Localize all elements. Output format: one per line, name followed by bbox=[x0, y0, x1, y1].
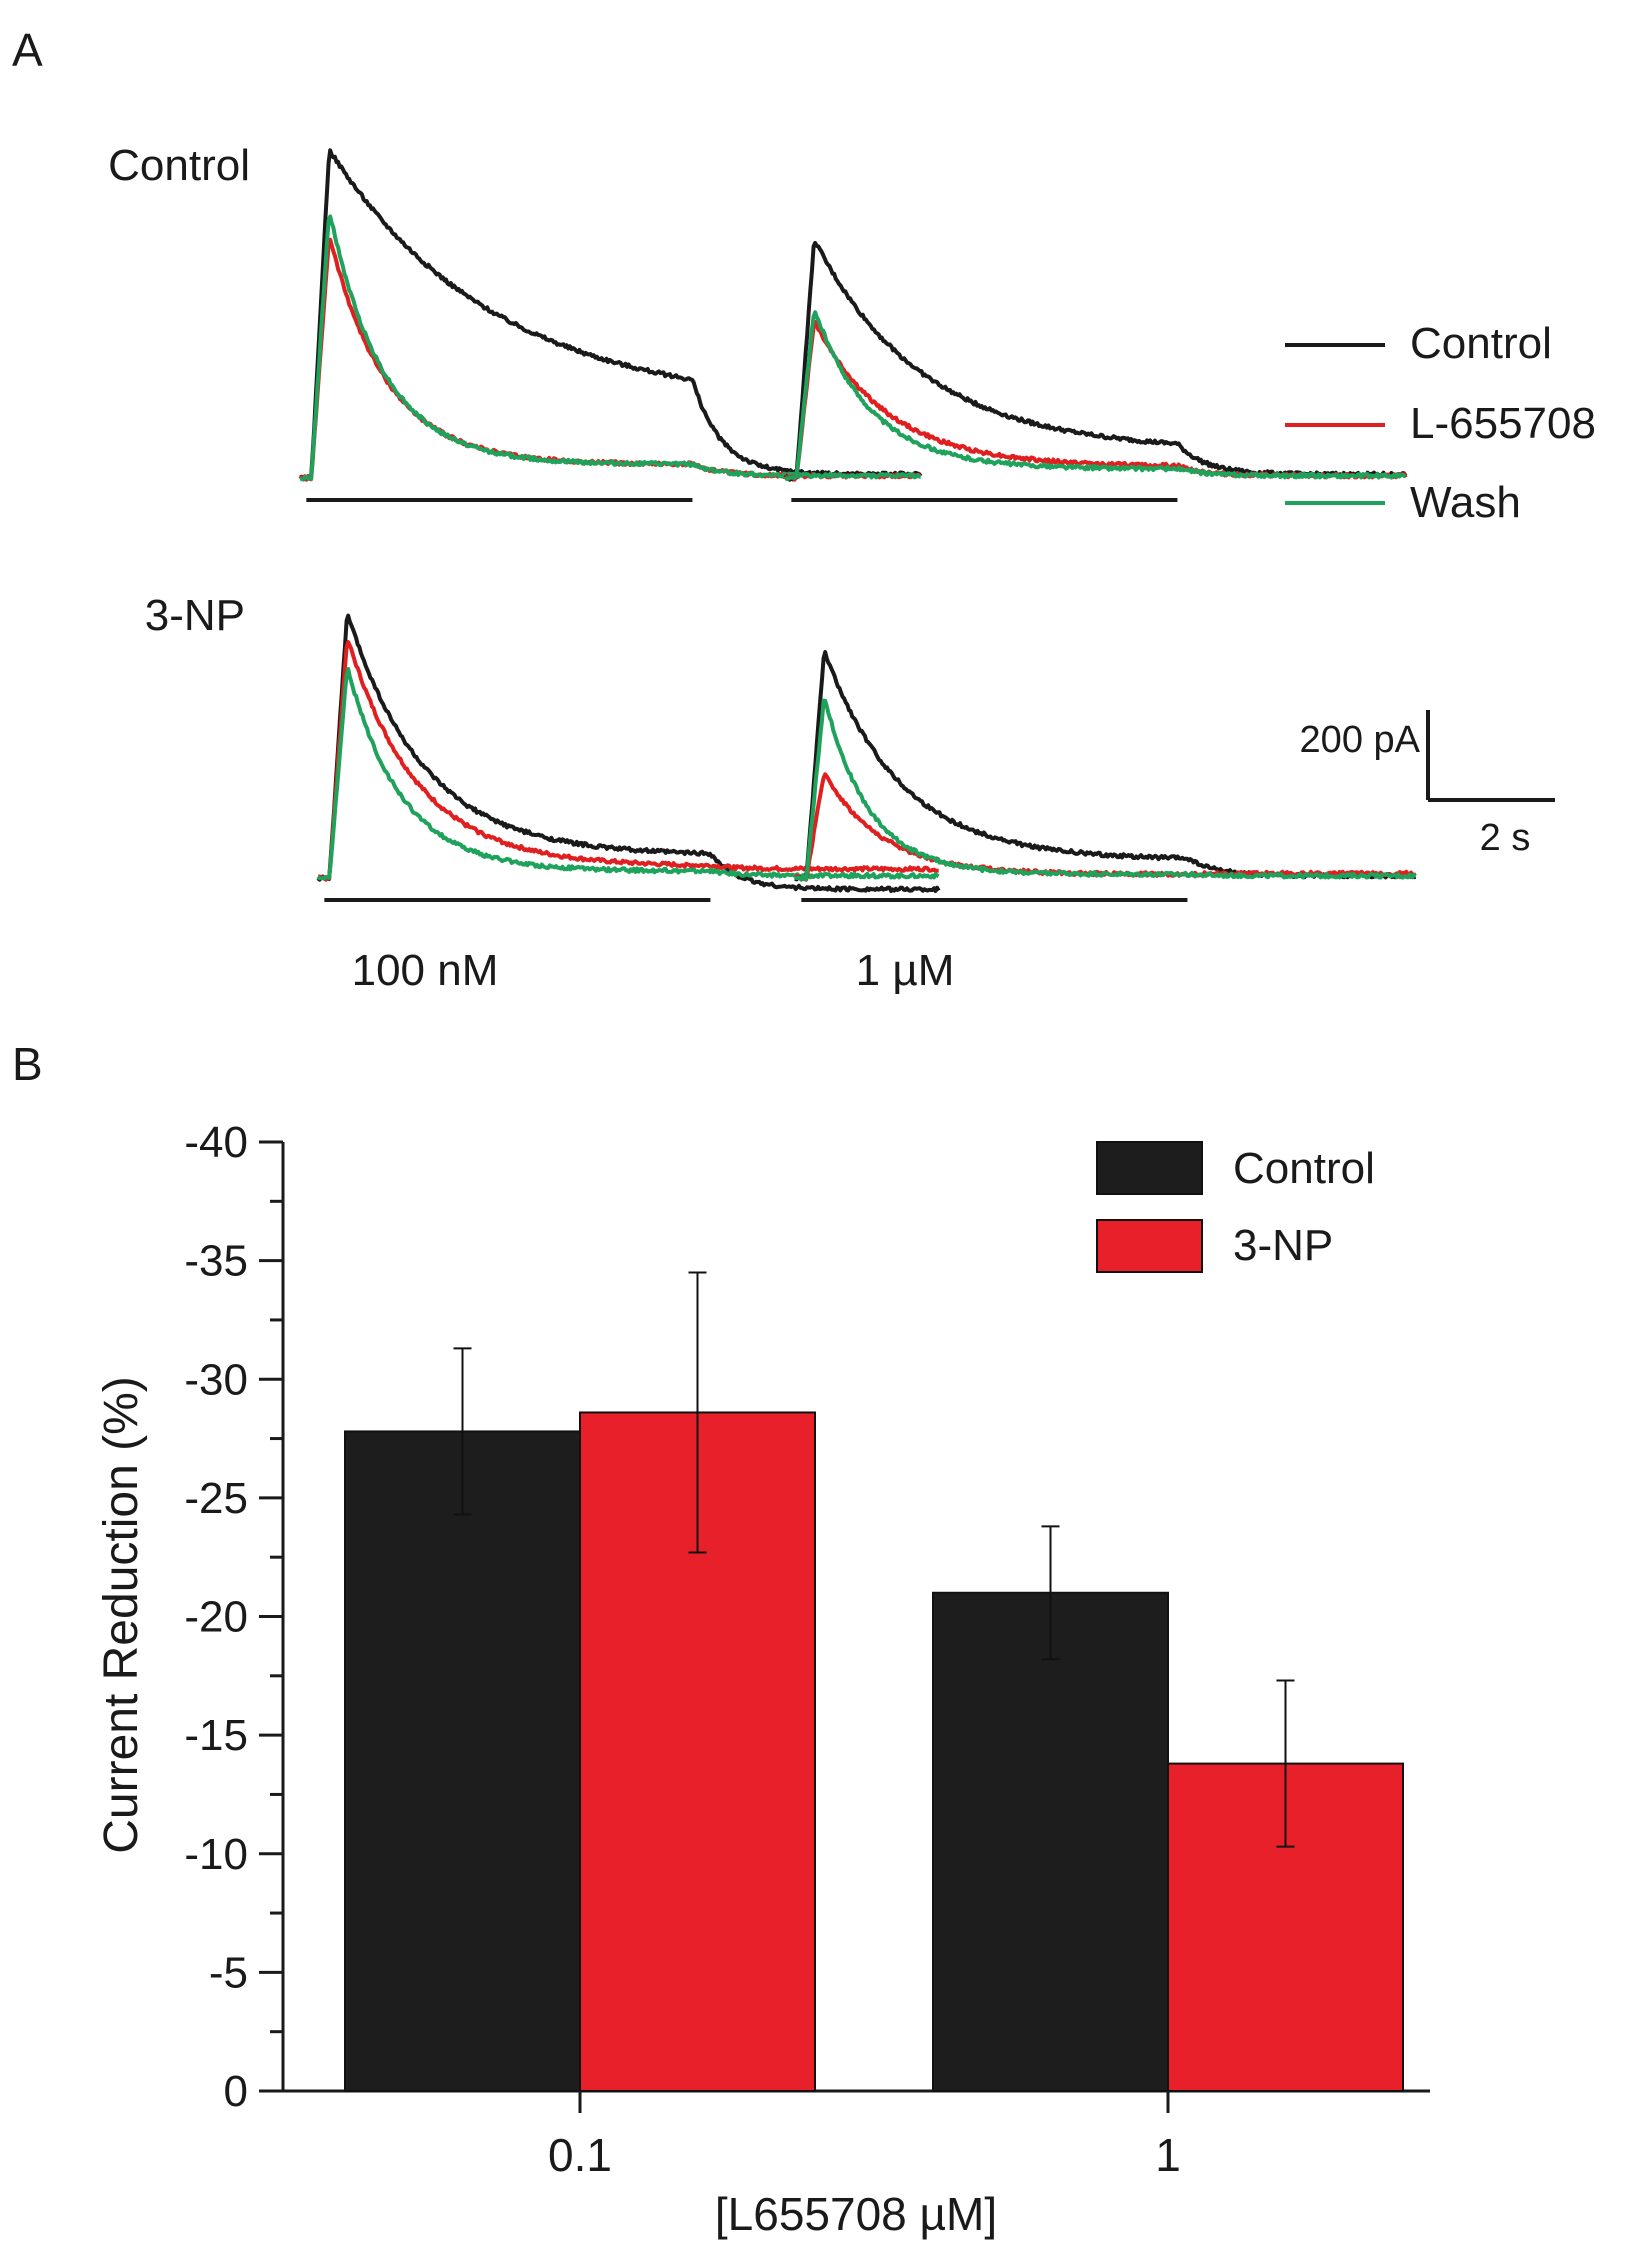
x-tick-label: 0.1 bbox=[548, 2129, 612, 2181]
y-tick-label: -10 bbox=[184, 1830, 248, 1879]
bar-legend: Control 3-NP bbox=[1096, 1141, 1375, 1273]
trace-control bbox=[316, 613, 941, 893]
y-axis-label: Current Reduction (%) bbox=[95, 1376, 148, 1854]
legend-label-3np-bar: 3-NP bbox=[1233, 1221, 1333, 1270]
trace-l-655708 bbox=[317, 640, 940, 882]
panel-a-label: A bbox=[12, 24, 43, 76]
row-label-3np: 3-NP bbox=[145, 591, 245, 640]
trace-l-655708 bbox=[794, 772, 1417, 882]
trace-panel bbox=[298, 148, 923, 502]
x-tick-label: 1 bbox=[1155, 2129, 1181, 2181]
trace-wash bbox=[783, 310, 1407, 482]
bar-control-0.1 bbox=[344, 1430, 581, 2092]
y-tick-label: -25 bbox=[184, 1474, 248, 1523]
y-tick-label: -35 bbox=[184, 1237, 248, 1286]
legend-swatch-3np bbox=[1096, 1219, 1203, 1273]
bar-chart: 0-5-10-15-20-25-30-35-40 0.1 1 Current Re… bbox=[95, 1118, 1430, 2240]
y-tick-label: -15 bbox=[184, 1711, 248, 1760]
trace-control bbox=[299, 148, 923, 482]
panel-b-label: B bbox=[12, 1038, 43, 1090]
column-label-1um: 1 µM bbox=[856, 946, 955, 995]
trace-control bbox=[794, 650, 1417, 882]
legend-label-control-bar: Control bbox=[1233, 1144, 1375, 1193]
scale-bar-current-label: 200 pA bbox=[1300, 719, 1421, 761]
y-tick-label: -30 bbox=[184, 1355, 248, 1404]
y-tick-label: -40 bbox=[184, 1118, 248, 1167]
trace-legend: Control L-655708 Wash bbox=[1285, 319, 1596, 527]
trace-control bbox=[783, 240, 1408, 482]
column-label-100nm: 100 nM bbox=[352, 946, 499, 995]
scale-bar-time-label: 2 s bbox=[1480, 817, 1531, 859]
legend-swatch-control bbox=[1096, 1141, 1203, 1195]
scale-bar: 200 pA 2 s bbox=[1300, 710, 1555, 859]
y-tick-label: 0 bbox=[224, 2067, 248, 2116]
x-ticks: 0.1 1 bbox=[548, 2091, 1181, 2181]
legend-label-l655708: L-655708 bbox=[1410, 399, 1596, 448]
x-axis-label: [L655708 µM] bbox=[715, 2188, 997, 2240]
legend-label-wash: Wash bbox=[1410, 478, 1521, 527]
trace-wash bbox=[299, 214, 922, 482]
y-ticks: 0 -5 -10 -15 -20 -25 -30 -35 -40 bbox=[184, 1118, 283, 2116]
row-label-control: Control bbox=[108, 141, 250, 190]
y-tick-label: -5 bbox=[209, 1948, 248, 1997]
trace-wash bbox=[794, 698, 1417, 882]
legend-label-control: Control bbox=[1410, 319, 1552, 368]
trace-panels bbox=[298, 148, 1417, 902]
y-tick-label: -20 bbox=[184, 1593, 248, 1642]
trace-panel bbox=[316, 613, 941, 902]
trace-panel bbox=[794, 650, 1417, 902]
bar-control-1 bbox=[932, 1591, 1169, 2093]
trace-panel bbox=[783, 240, 1408, 502]
trace-wash bbox=[316, 667, 940, 881]
bars bbox=[344, 1271, 1404, 2093]
